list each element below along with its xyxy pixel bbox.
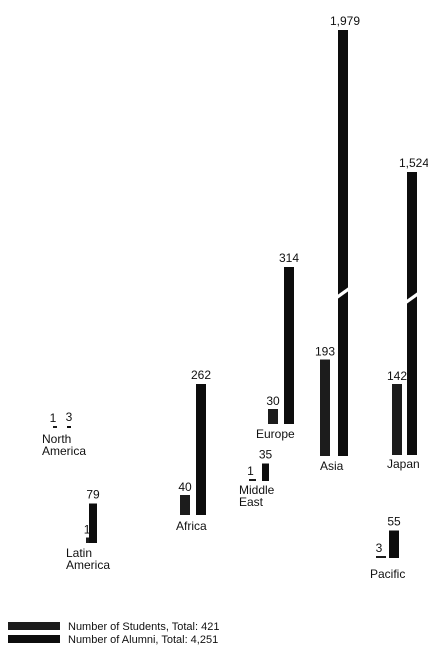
- value-alumni-latin-america: 79: [86, 488, 100, 502]
- bar-alumni-europe: [284, 267, 294, 424]
- bar-students-asia: [320, 359, 330, 456]
- value-alumni-north-america: 3: [66, 410, 73, 424]
- value-students-japan: 142: [387, 369, 407, 383]
- bar-students-north-america: [53, 426, 57, 428]
- value-alumni-africa: 262: [191, 368, 211, 382]
- bar-alumni-middle-east: [262, 463, 269, 481]
- bar-students-europe: [268, 409, 278, 424]
- region-label-middle-east-line2: East: [239, 495, 264, 509]
- bar-break-japan: [405, 291, 419, 305]
- region-label-north-america-line1: North: [42, 432, 71, 446]
- bar-break-asia: [336, 286, 350, 300]
- value-alumni-asia: 1,979: [330, 14, 360, 28]
- region-label-pacific-line1: Pacific: [370, 567, 405, 581]
- value-alumni-middle-east: 35: [259, 448, 273, 462]
- value-alumni-europe: 314: [279, 251, 299, 265]
- region-label-latin-america-line2: America: [66, 558, 110, 572]
- legend-text-students: Number of Students, Total: 421: [68, 621, 219, 633]
- legend-swatch-alumni: [8, 635, 60, 643]
- legend-text-alumni: Number of Alumni, Total: 4,251: [68, 634, 218, 646]
- region-label-asia-line1: Asia: [320, 459, 344, 473]
- legend-swatch-students: [8, 622, 60, 630]
- bar-alumni-latin-america: [89, 503, 97, 543]
- value-students-africa: 40: [178, 480, 192, 494]
- bar-students-pacific: [376, 556, 386, 558]
- region-label-africa-line1: Africa: [176, 519, 207, 533]
- value-students-middle-east: 1: [247, 464, 254, 478]
- region-label-north-america-line2: America: [42, 444, 86, 458]
- region-label-japan-line1: Japan: [387, 457, 420, 471]
- bar-alumni-north-america: [67, 426, 71, 428]
- bar-students-japan: [392, 384, 402, 455]
- value-students-europe: 30: [266, 394, 280, 408]
- value-students-pacific: 3: [376, 541, 383, 555]
- value-students-north-america: 1: [50, 411, 57, 425]
- bar-alumni-asia: [338, 30, 348, 456]
- value-students-asia: 193: [315, 345, 335, 359]
- bar-students-africa: [180, 495, 190, 515]
- region-label-europe-line1: Europe: [256, 427, 295, 441]
- region-label-latin-america-line1: Latin: [66, 546, 92, 560]
- value-alumni-pacific: 55: [387, 515, 401, 529]
- bar-alumni-pacific: [389, 530, 399, 558]
- bar-alumni-africa: [196, 384, 206, 515]
- bar-students-middle-east: [249, 479, 256, 481]
- value-alumni-japan: 1,524: [399, 156, 428, 170]
- bar-alumni-japan: [407, 172, 417, 455]
- region-label-middle-east-line1: Middle: [239, 483, 275, 497]
